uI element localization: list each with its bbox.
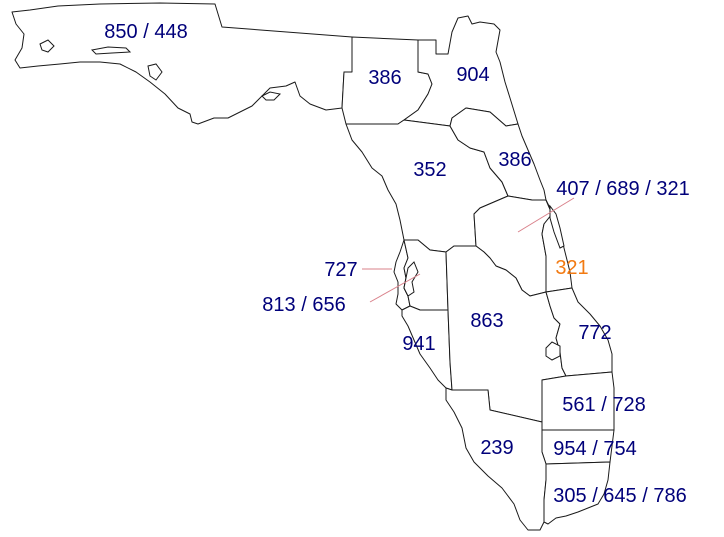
label-treasure-coast: 772 [578, 322, 611, 344]
lake-okeechobee [545, 341, 561, 361]
region-panhandle[interactable] [11, 2, 353, 125]
label-southwest: 239 [480, 437, 513, 459]
region-miami[interactable] [543, 461, 611, 525]
leader-line-tampa [369, 273, 421, 303]
region-northeast-coast[interactable] [449, 107, 547, 201]
label-central: 352 [413, 159, 446, 181]
pensacola-bay [39, 39, 55, 53]
label-orlando: 407 / 689 / 321 [556, 178, 689, 200]
label-broward: 954 / 754 [553, 438, 636, 460]
label-palm-beach: 561 / 728 [562, 394, 645, 416]
st-andrews-bay [147, 63, 163, 81]
label-northeast: 904 [456, 64, 489, 86]
label-tampa: 813 / 656 [262, 294, 345, 316]
label-northeast-coast: 386 [498, 149, 531, 171]
choctawhatchee-bay [90, 46, 132, 55]
label-panhandle: 850 / 448 [104, 21, 187, 43]
indian-river-lagoon [549, 204, 565, 249]
label-heartland: 863 [470, 310, 503, 332]
apalachicola-bay [261, 91, 282, 101]
region-sarasota[interactable] [401, 305, 453, 391]
region-northeast[interactable] [403, 15, 519, 127]
label-miami: 305 / 645 / 786 [553, 485, 686, 507]
label-sarasota: 941 [402, 333, 435, 355]
region-southwest[interactable] [445, 387, 547, 531]
label-pinellas: 727 [324, 259, 357, 281]
label-space-coast: 321 [555, 257, 588, 279]
leader-line-orlando [517, 197, 575, 233]
label-north-central: 386 [368, 67, 401, 89]
